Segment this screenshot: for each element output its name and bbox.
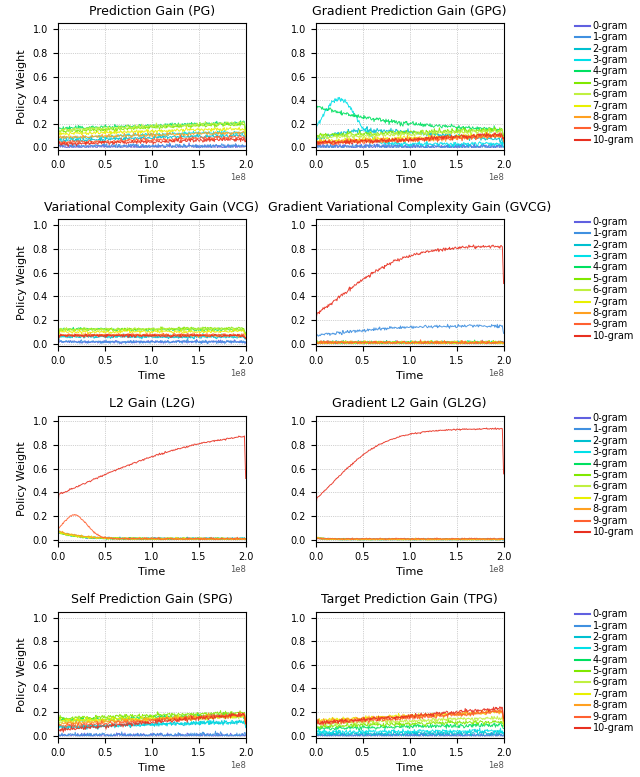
Text: 5-gram: 5-gram [593,78,628,88]
Text: 9-gram: 9-gram [593,124,628,134]
Text: 4-gram: 4-gram [593,66,628,76]
Text: 8-gram: 8-gram [593,504,628,514]
Text: 2-gram: 2-gram [593,44,628,54]
Y-axis label: Policy Weight: Policy Weight [17,441,27,516]
Title: Gradient Variational Complexity Gain (GVCG): Gradient Variational Complexity Gain (GV… [268,201,551,214]
Text: 4-gram: 4-gram [593,655,628,664]
Text: 1e8: 1e8 [230,369,246,378]
Text: 0-gram: 0-gram [593,21,628,31]
X-axis label: Time: Time [138,175,165,185]
Title: Prediction Gain (PG): Prediction Gain (PG) [88,5,214,18]
X-axis label: Time: Time [396,371,423,382]
Text: 0-gram: 0-gram [593,217,628,227]
Text: 1e8: 1e8 [488,369,504,378]
Text: 3-gram: 3-gram [593,448,628,457]
X-axis label: Time: Time [396,764,423,773]
Text: 10-gram: 10-gram [593,723,634,733]
Text: 2-gram: 2-gram [593,240,628,249]
X-axis label: Time: Time [138,371,165,382]
Text: 5-gram: 5-gram [593,274,628,284]
Text: 8-gram: 8-gram [593,112,628,122]
Title: Gradient L2 Gain (GL2G): Gradient L2 Gain (GL2G) [332,397,487,410]
X-axis label: Time: Time [396,175,423,185]
Text: 9-gram: 9-gram [593,515,628,525]
Text: 1-gram: 1-gram [593,228,628,239]
Text: 9-gram: 9-gram [593,319,628,329]
Text: 0-gram: 0-gram [593,609,628,619]
X-axis label: Time: Time [138,764,165,773]
Text: 2-gram: 2-gram [593,632,628,642]
Text: 7-gram: 7-gram [593,100,628,110]
Text: 6-gram: 6-gram [593,482,628,491]
Text: 6-gram: 6-gram [593,89,628,99]
Y-axis label: Policy Weight: Policy Weight [17,49,27,124]
Y-axis label: Policy Weight: Policy Weight [17,638,27,713]
Text: 3-gram: 3-gram [593,643,628,653]
Text: 7-gram: 7-gram [593,297,628,307]
Text: 1e8: 1e8 [230,761,246,770]
Text: 3-gram: 3-gram [593,55,628,65]
Text: 1-gram: 1-gram [593,32,628,42]
Title: Self Prediction Gain (SPG): Self Prediction Gain (SPG) [70,594,232,606]
Text: 1e8: 1e8 [230,172,246,182]
Title: L2 Gain (L2G): L2 Gain (L2G) [109,397,195,410]
Text: 4-gram: 4-gram [593,458,628,469]
Text: 0-gram: 0-gram [593,413,628,423]
Text: 10-gram: 10-gram [593,527,634,537]
X-axis label: Time: Time [396,567,423,577]
Text: 4-gram: 4-gram [593,263,628,273]
Title: Variational Complexity Gain (VCG): Variational Complexity Gain (VCG) [44,201,259,214]
Text: 10-gram: 10-gram [593,331,634,341]
Text: 5-gram: 5-gram [593,666,628,676]
Text: 1e8: 1e8 [230,565,246,574]
X-axis label: Time: Time [138,567,165,577]
Text: 9-gram: 9-gram [593,712,628,722]
Text: 1e8: 1e8 [488,172,504,182]
Text: 7-gram: 7-gram [593,493,628,503]
Text: 7-gram: 7-gram [593,689,628,699]
Text: 10-gram: 10-gram [593,134,634,145]
Text: 3-gram: 3-gram [593,251,628,261]
Text: 2-gram: 2-gram [593,436,628,446]
Y-axis label: Policy Weight: Policy Weight [17,246,27,320]
Text: 1e8: 1e8 [488,761,504,770]
Text: 6-gram: 6-gram [593,678,628,688]
Text: 8-gram: 8-gram [593,700,628,710]
Text: 1e8: 1e8 [488,565,504,574]
Title: Target Prediction Gain (TPG): Target Prediction Gain (TPG) [321,594,498,606]
Text: 8-gram: 8-gram [593,308,628,318]
Text: 5-gram: 5-gram [593,470,628,480]
Text: 6-gram: 6-gram [593,285,628,295]
Text: 1-gram: 1-gram [593,424,628,434]
Title: Gradient Prediction Gain (GPG): Gradient Prediction Gain (GPG) [312,5,507,18]
Text: 1-gram: 1-gram [593,621,628,631]
